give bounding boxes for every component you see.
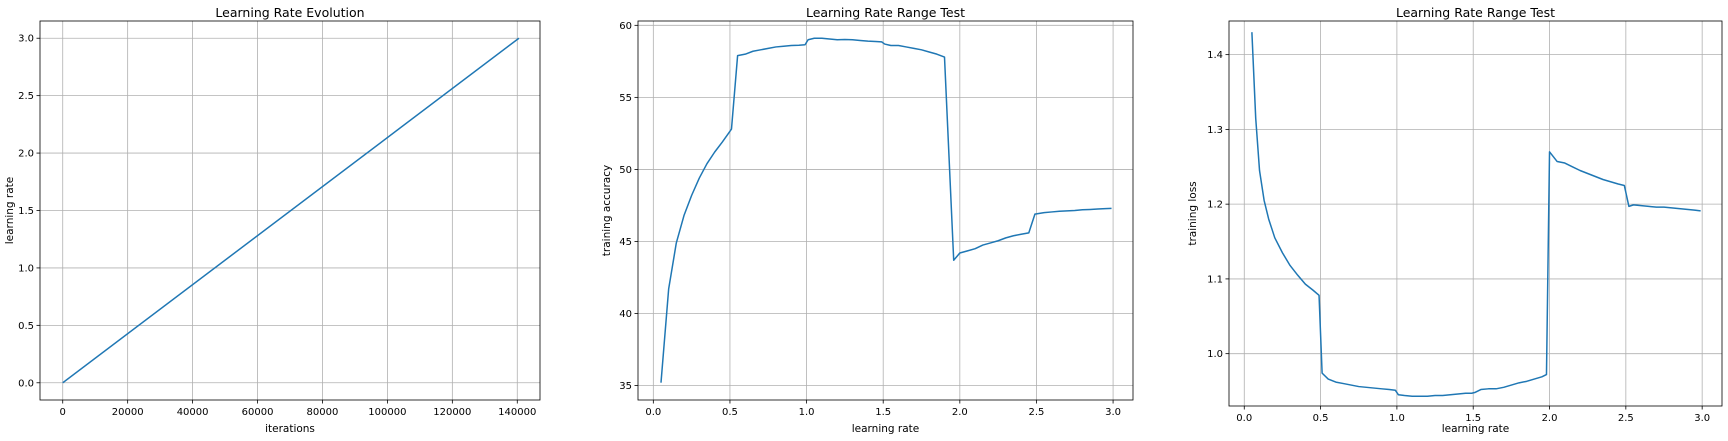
x-tick-label: 1.0 — [1389, 413, 1405, 424]
x-tick-label: 0.0 — [645, 407, 661, 418]
series-line — [62, 37, 520, 384]
x-tick-label: 2.5 — [1028, 407, 1044, 418]
y-tick-label: 35 — [619, 381, 632, 392]
x-tick-label: 20000 — [112, 407, 144, 418]
x-tick-label: 1.5 — [875, 407, 891, 418]
chart-lr-range-test-accuracy: 0.0 0.5 1.0 1.5 2.0 2.5 3.0 35 40 45 50 55 60 Learni… — [601, 5, 1134, 435]
x-tick-label: 40000 — [177, 407, 209, 418]
grid — [1229, 21, 1722, 406]
y-tick-label: 2.5 — [18, 91, 34, 102]
x-tick-label: 3.0 — [1694, 413, 1710, 424]
series-layer — [62, 37, 520, 384]
y-axis-label: learning rate — [4, 177, 16, 245]
y-tick-label: 1.0 — [18, 263, 34, 274]
y-tick-label: 3.0 — [18, 34, 34, 45]
x-tick-label: 3.0 — [1105, 407, 1121, 418]
x-tick-label: 0 — [60, 407, 66, 418]
series-line — [1251, 32, 1701, 398]
y-tick-label: 1.5 — [18, 206, 34, 217]
x-tick-label: 60000 — [242, 407, 274, 418]
y-tick-label: 50 — [619, 165, 632, 176]
x-tick-label: 0.0 — [1236, 413, 1252, 424]
y-tick-label: 60 — [619, 21, 632, 32]
chart-title: Learning Rate Range Test — [806, 5, 965, 20]
y-tick-label: 1.3 — [1207, 125, 1223, 136]
y-tick-label: 55 — [619, 93, 632, 104]
y-tick-label: 0.0 — [18, 378, 34, 389]
x-tick-label: 0.5 — [1313, 413, 1329, 424]
y-axis-label: training loss — [1187, 181, 1199, 245]
y-tick-label: 1.2 — [1207, 200, 1223, 211]
series-layer — [1251, 32, 1701, 398]
chart-lr-range-test-loss: 0.0 0.5 1.0 1.5 2.0 2.5 3.0 1.0 1.1 1.2 1.3 1.4 Lea… — [1187, 5, 1723, 435]
ticks: 0.0 0.5 1.0 1.5 2.0 2.5 3.0 35 40 45 50 55 60 — [619, 21, 1121, 418]
x-tick-label: 1.5 — [1465, 413, 1481, 424]
y-axis-label: training accuracy — [601, 165, 613, 256]
x-tick-label: 1.0 — [799, 407, 815, 418]
chart-learning-rate-evolution: 0 20000 40000 60000 80000 100000 120000 140000 0… — [4, 5, 541, 435]
x-axis-label: learning rate — [852, 423, 920, 435]
x-tick-label: 2.0 — [952, 407, 968, 418]
plot-frame — [637, 20, 1134, 401]
x-tick-label: 2.5 — [1618, 413, 1634, 424]
plot-background — [1229, 21, 1722, 406]
series-layer — [660, 37, 1112, 383]
x-axis-label: iterations — [265, 423, 315, 435]
ticks: 0 20000 40000 60000 80000 100000 120000 140000 0… — [18, 34, 536, 418]
y-tick-label: 0.5 — [18, 321, 34, 332]
grid — [40, 21, 540, 400]
y-tick-label: 1.4 — [1207, 50, 1223, 61]
y-tick-label: 2.0 — [18, 149, 34, 160]
plot-background — [638, 21, 1133, 400]
y-tick-label: 1.0 — [1207, 349, 1223, 360]
grid — [638, 21, 1133, 400]
y-tick-label: 45 — [619, 237, 632, 248]
ticks: 0.0 0.5 1.0 1.5 2.0 2.5 3.0 1.0 1.1 1.2 1.3 1.4 — [1207, 50, 1710, 424]
x-tick-label: 80000 — [307, 407, 339, 418]
x-tick-label: 0.5 — [722, 407, 738, 418]
x-axis-label: learning rate — [1442, 423, 1510, 435]
plot-frame — [1228, 20, 1723, 407]
series-line — [660, 37, 1112, 383]
x-tick-label: 120000 — [433, 407, 471, 418]
x-tick-label: 140000 — [498, 407, 536, 418]
y-tick-label: 40 — [619, 309, 632, 320]
chart-title: Learning Rate Range Test — [1396, 5, 1555, 20]
y-tick-label: 1.1 — [1207, 274, 1223, 285]
chart-title: Learning Rate Evolution — [215, 5, 364, 20]
x-tick-label: 100000 — [368, 407, 406, 418]
x-tick-label: 2.0 — [1542, 413, 1558, 424]
